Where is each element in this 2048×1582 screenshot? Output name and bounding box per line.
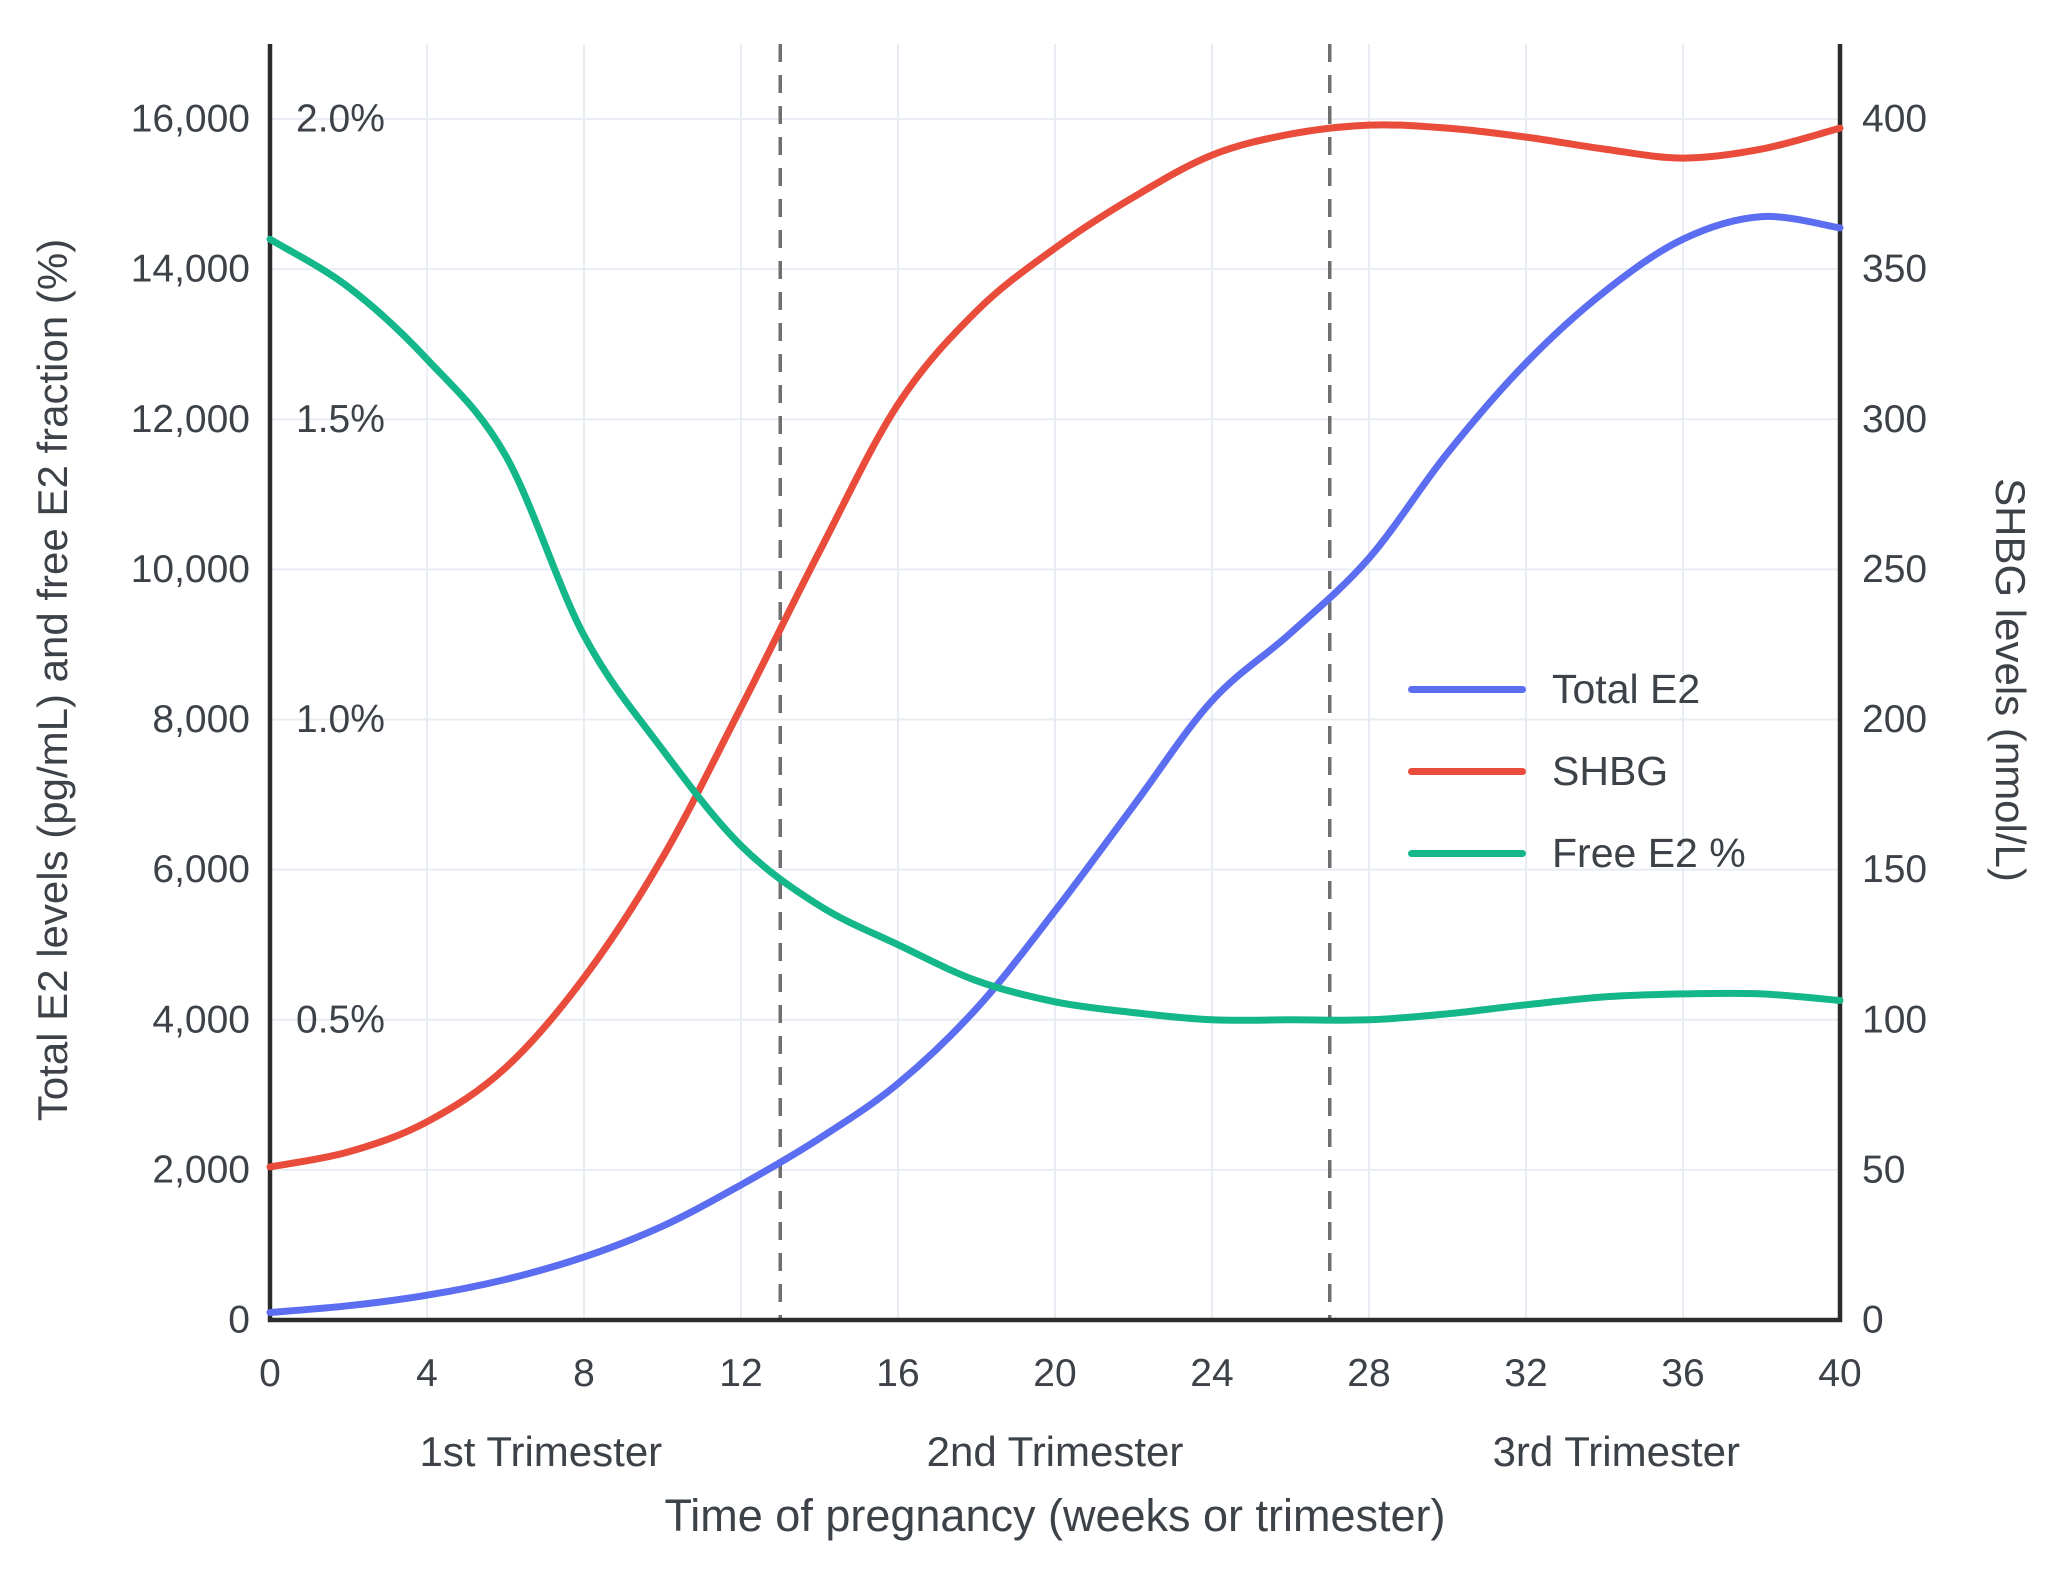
y-left-tick-label: 6,000 [152,848,250,891]
y-right-tick-label: 100 [1862,998,1927,1041]
y-left-tick-label: 14,000 [131,248,250,291]
tick-labels: 0 2,000 4,000 6,000 8,000 10,000 12,000 14,000 1… [131,98,1927,1475]
x-tick-label: 8 [573,1352,595,1395]
y-left-tick-label: 16,000 [131,98,250,141]
y-right-tick-label: 250 [1862,548,1927,591]
y-right-tick-label: 300 [1862,398,1927,441]
y-right-tick-label: 50 [1862,1148,1905,1191]
x-tick-label: 32 [1504,1352,1547,1395]
legend-label-free-e2: Free E2 % [1552,829,1746,876]
legend-item-total-e2: Total E2 [1408,648,1746,730]
x-tick-label: 36 [1661,1352,1704,1395]
trimester-label: 3rd Trimester [1493,1428,1740,1475]
legend-label-total-e2: Total E2 [1552,665,1701,712]
x-tick-label: 24 [1190,1352,1233,1395]
legend-swatch-free-e2 [1408,849,1526,857]
y-left-tick-label: 2,000 [152,1148,250,1191]
percent-tick-label: 1.0% [296,698,385,741]
x-tick-label: 4 [416,1352,438,1395]
x-tick-label: 12 [719,1352,762,1395]
legend-item-shbg: SHBG [1408,730,1746,812]
trimester-label: 1st Trimester [419,1428,662,1475]
y-right-tick-label: 0 [1862,1299,1884,1342]
x-tick-label: 0 [259,1352,281,1395]
series-line-total-e2 [266,212,1844,1316]
legend-swatch-total-e2 [1408,685,1526,693]
gridlines [269,44,1841,1320]
axes [267,44,1843,1323]
legend-swatch-shbg [1408,767,1526,775]
y-axis-title-left: Total E2 levels (pg/mL) and free E2 frac… [29,238,76,1122]
y-left-tick-label: 4,000 [152,998,250,1041]
y-right-tick-label: 400 [1862,98,1927,141]
y-axis-title-right: SHBG levels (nmol/L) [1987,478,2034,882]
y-left-tick-label: 12,000 [131,398,250,441]
y-left-tick-label: 0 [228,1299,250,1342]
x-tick-label: 16 [876,1352,919,1395]
percent-tick-label: 0.5% [296,998,385,1041]
y-left-tick-label: 10,000 [131,548,250,591]
trimester-label: 2nd Trimester [927,1428,1184,1475]
y-right-tick-label: 350 [1862,248,1927,291]
legend: Total E2 SHBG Free E2 % [1408,648,1746,894]
y-right-tick-label: 200 [1862,698,1927,741]
legend-item-free-e2: Free E2 % [1408,812,1746,894]
x-axis-title: Time of pregnancy (weeks or trimester) [664,1490,1446,1541]
legend-label-shbg: SHBG [1552,747,1669,794]
x-tick-label: 20 [1033,1352,1076,1395]
y-right-tick-label: 150 [1862,848,1927,891]
x-tick-label: 28 [1347,1352,1390,1395]
series-line-shbg [266,121,1844,1171]
percent-tick-label: 2.0% [296,98,385,141]
y-left-tick-label: 8,000 [152,698,250,741]
x-tick-label: 40 [1818,1352,1861,1395]
percent-tick-label: 1.5% [296,398,385,441]
series-line-free-e2 [266,235,1844,1024]
